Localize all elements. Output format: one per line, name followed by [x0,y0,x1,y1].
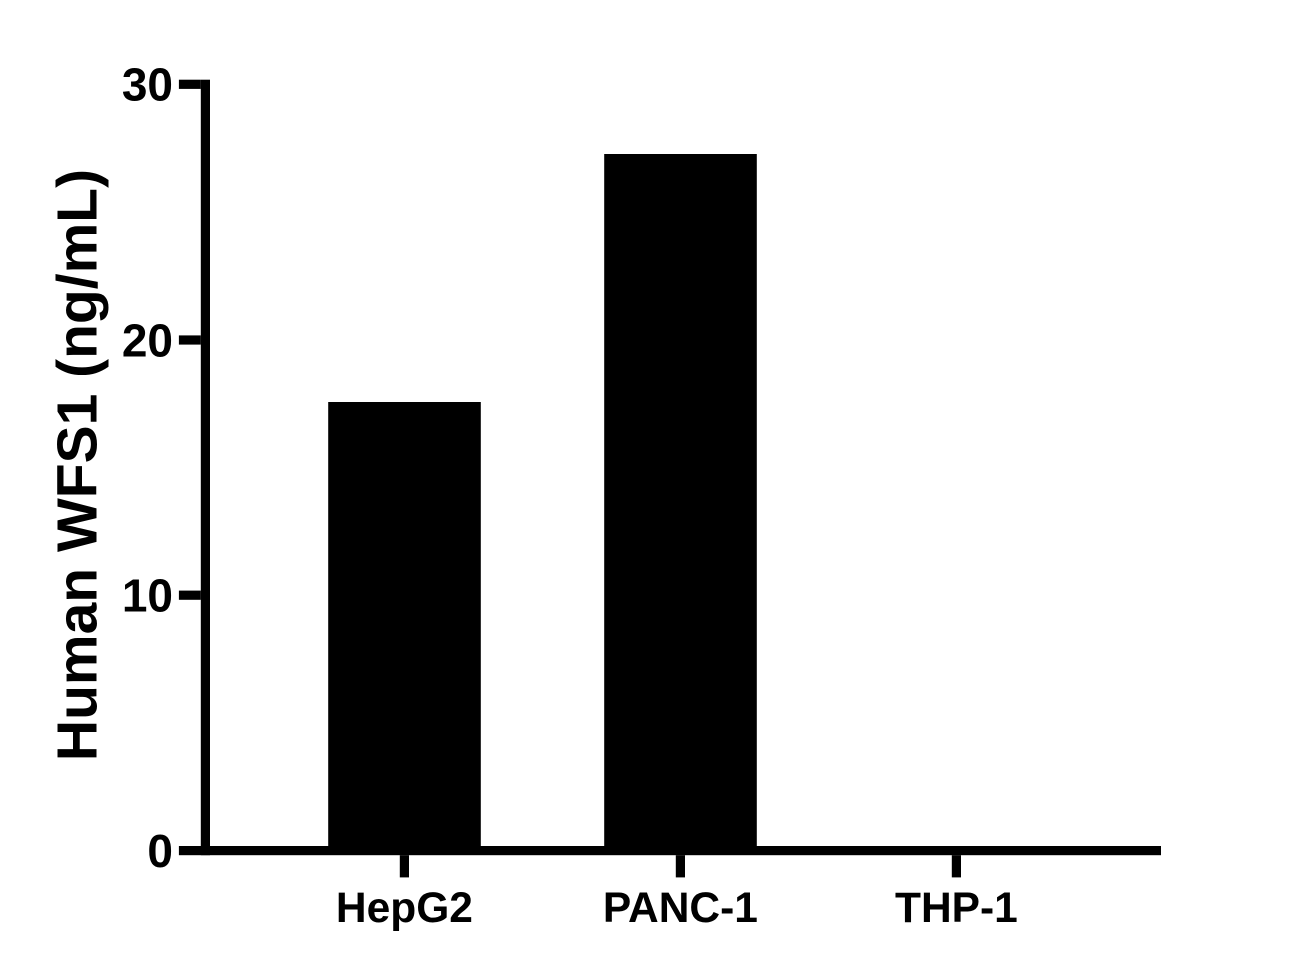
svg-text:HepG2: HepG2 [336,885,473,932]
svg-text:0: 0 [147,825,173,877]
svg-text:Human WFS1 (ng/mL): Human WFS1 (ng/mL) [45,169,109,761]
svg-text:PANC-1: PANC-1 [603,885,758,932]
svg-text:THP-1: THP-1 [895,885,1018,932]
svg-text:30: 30 [122,59,173,111]
svg-text:10: 10 [122,570,173,622]
svg-text:20: 20 [122,314,173,366]
